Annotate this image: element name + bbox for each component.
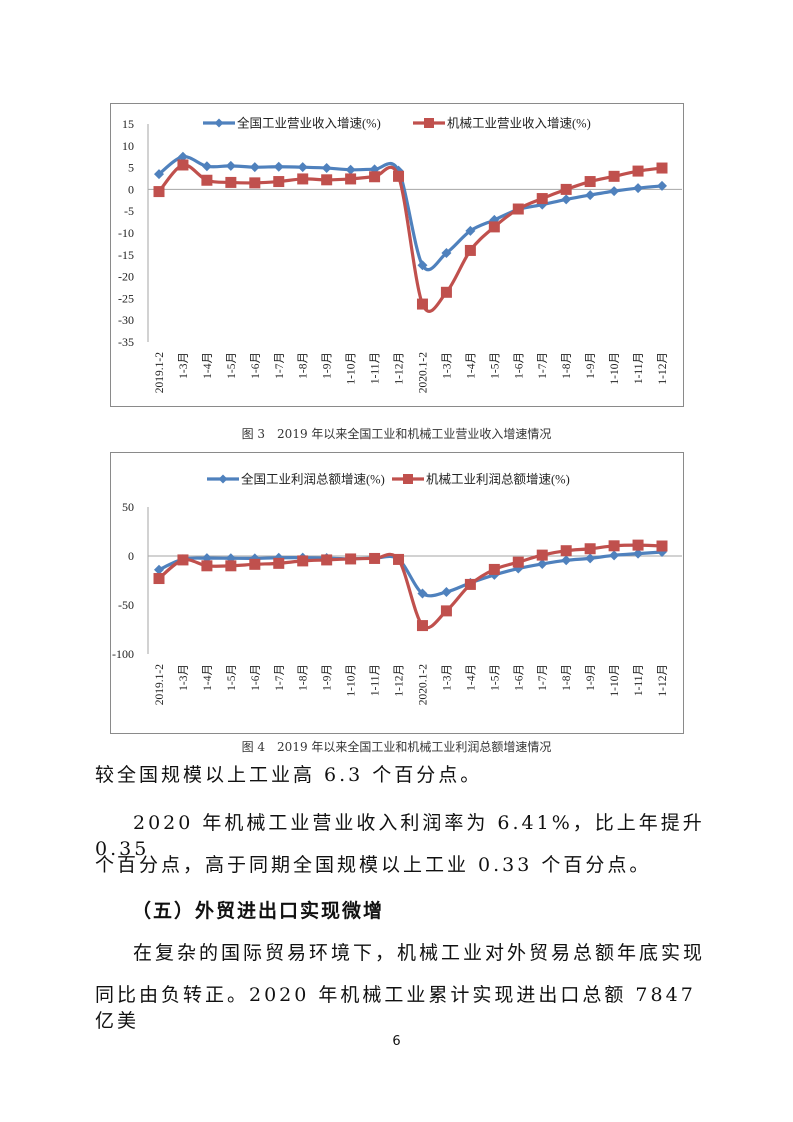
x-tick-label: 1-8月 — [298, 352, 310, 379]
y-tick-label: 0 — [128, 182, 134, 196]
series-1 — [153, 539, 668, 632]
x-tick-label: 1-5月 — [489, 352, 501, 379]
series-0 — [154, 151, 667, 272]
y-tick-label: -15 — [118, 248, 134, 262]
paragraph-profit-margin-cont: 个百分点，高于同期全国规模以上工业 0.33 个百分点。 — [95, 854, 652, 876]
section-heading-foreign-trade: （五）外贸进出口实现微增 — [132, 900, 385, 922]
x-tick-label: 1-9月 — [585, 352, 597, 379]
y-tick-label: -25 — [118, 291, 134, 305]
y-tick-label: -10 — [118, 226, 134, 240]
x-tick-label: 1-10月 — [346, 664, 358, 697]
x-tick-label: 1-12月 — [394, 352, 406, 385]
paragraph-profit-comparison-end: 较全国规模以上工业高 6.3 个百分点。 — [95, 764, 483, 786]
revenue-growth-chart-svg: 15 10 5 0 -5 -10 -15 -20 -25 -30 -35 2019.1-2 1-3月 1-… — [118, 116, 682, 393]
figure-3-caption: 图 3 2019 年以来全国工业和机械工业营业收入增速情况 — [241, 427, 552, 441]
x-tick-label: 1-7月 — [537, 664, 549, 691]
y-tick-label: 5 — [128, 161, 134, 175]
x-tick-label: 1-5月 — [226, 352, 238, 379]
x-tick-label: 1-11月 — [370, 664, 382, 696]
x-tick-label: 2019.1-2 — [154, 664, 166, 705]
legend-item-1: 机械工业利润总额增速(%) — [392, 472, 570, 487]
x-tick-label: 1-9月 — [585, 664, 597, 691]
x-tick-label: 1-7月 — [537, 352, 549, 379]
y-tick-label: 0 — [128, 549, 134, 563]
svg-text:全国工业利润总额增速(%): 全国工业利润总额增速(%) — [241, 472, 385, 487]
svg-text:机械工业利润总额增速(%): 机械工业利润总额增速(%) — [426, 472, 570, 487]
page-number: 6 — [392, 1034, 401, 1049]
x-tick-label: 2020.1-2 — [417, 352, 429, 393]
svg-text:全国工业营业收入增速(%): 全国工业营业收入增速(%) — [237, 116, 381, 131]
x-tick-label: 1-3月 — [441, 352, 453, 379]
x-tick-label: 1-9月 — [322, 352, 334, 379]
legend-item-0: 全国工业利润总额增速(%) — [207, 472, 385, 487]
x-tick-label: 1-5月 — [226, 664, 238, 691]
x-tick-label: 1-4月 — [465, 352, 477, 379]
x-tick-label: 1-5月 — [489, 664, 501, 691]
x-tick-label: 1-11月 — [370, 352, 382, 384]
x-tick-label: 1-12月 — [394, 664, 406, 697]
x-tick-label: 1-4月 — [202, 352, 214, 379]
x-tick-label: 1-6月 — [513, 664, 525, 691]
x-tick-label: 2019.1-2 — [154, 352, 166, 393]
paragraph-profit-margin: 2020 年机械工业营业收入利润率为 6.41%，比上年提升 0.35 — [95, 812, 705, 860]
y-tick-label: -5 — [124, 204, 134, 218]
x-tick-label: 1-9月 — [322, 664, 334, 691]
paragraph-foreign-trade: 在复杂的国际贸易环境下，机械工业对外贸易总额年底实现 — [133, 942, 706, 964]
legend-item-0: 全国工业营业收入增速(%) — [203, 116, 381, 131]
x-tick-label: 1-8月 — [561, 352, 573, 379]
x-tick-label: 1-3月 — [178, 352, 190, 379]
profit-growth-chart-svg: 50 0 -50 -100 2019.1-2 1-3月 1-4月 1-5月 1-6月 1-7月 1-… — [112, 472, 682, 705]
y-tick-label: 10 — [122, 139, 134, 153]
y-tick-label: -100 — [112, 647, 134, 661]
x-tick-label: 1-7月 — [274, 352, 286, 379]
x-tick-label: 1-7月 — [274, 664, 286, 691]
x-tick-label: 1-11月 — [633, 352, 645, 384]
legend-item-1: 机械工业营业收入增速(%) — [413, 116, 591, 131]
x-tick-label: 1-3月 — [441, 664, 453, 691]
x-tick-label: 1-6月 — [513, 352, 525, 379]
y-tick-label: 50 — [122, 500, 134, 514]
x-tick-label: 1-10月 — [609, 352, 621, 385]
profit-growth-chart: 50 0 -50 -100 2019.1-2 1-3月 1-4月 1-5月 1-6月 1-7月 1-… — [110, 452, 684, 734]
series-1 — [153, 159, 668, 313]
x-tick-label: 1-12月 — [657, 664, 669, 697]
x-tick-label: 1-8月 — [298, 664, 310, 691]
y-tick-label: -35 — [118, 335, 134, 349]
x-tick-label: 1-10月 — [346, 352, 358, 385]
y-tick-label: 15 — [122, 117, 134, 131]
x-tick-label: 1-4月 — [465, 664, 477, 691]
x-tick-label: 1-11月 — [633, 664, 645, 696]
y-tick-label: -50 — [118, 598, 134, 612]
x-tick-label: 1-6月 — [250, 352, 262, 379]
x-tick-label: 1-4月 — [202, 664, 214, 691]
revenue-growth-chart: 15 10 5 0 -5 -10 -15 -20 -25 -30 -35 2019.1-2 1-3月 1-… — [110, 103, 684, 407]
y-tick-label: -30 — [118, 313, 134, 327]
x-tick-label: 2020.1-2 — [417, 664, 429, 705]
x-tick-label: 1-3月 — [178, 664, 190, 691]
figure-4-caption: 图 4 2019 年以来全国工业和机械工业利润总额增速情况 — [241, 740, 552, 754]
svg-text:机械工业营业收入增速(%): 机械工业营业收入增速(%) — [447, 116, 591, 131]
x-tick-label: 1-8月 — [561, 664, 573, 691]
x-tick-label: 1-6月 — [250, 664, 262, 691]
y-tick-label: -20 — [118, 270, 134, 284]
x-tick-label: 1-12月 — [657, 352, 669, 385]
x-tick-label: 1-10月 — [609, 664, 621, 697]
paragraph-foreign-trade-cont: 同比由负转正。2020 年机械工业累计实现进出口总额 7847 亿美 — [95, 984, 696, 1032]
